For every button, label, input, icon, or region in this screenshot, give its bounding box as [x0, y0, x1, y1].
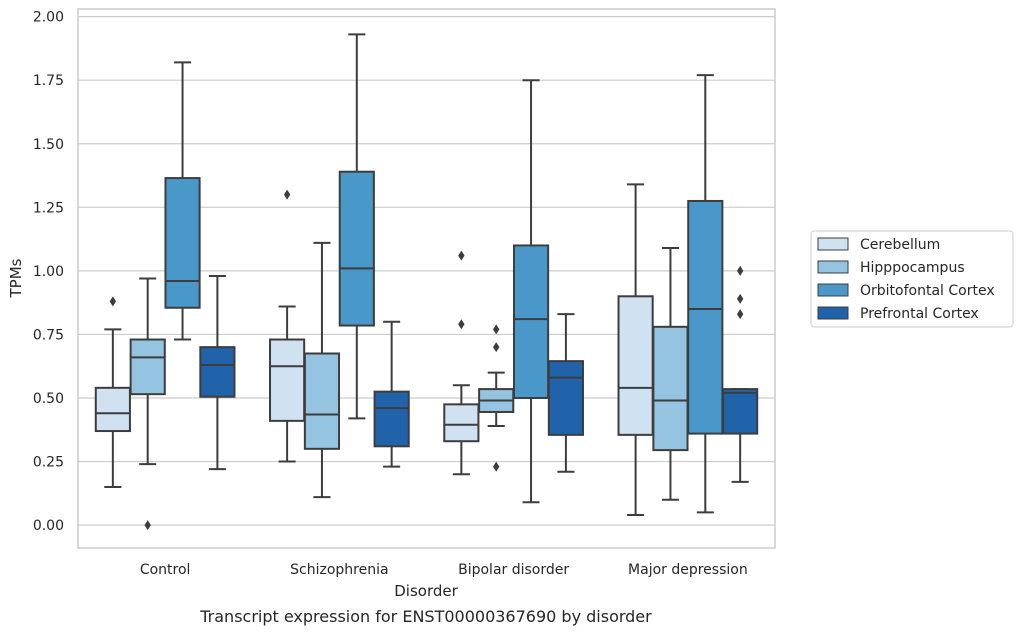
- outlier-point: [736, 293, 744, 304]
- box-orbitofontal-cortex: [164, 61, 201, 341]
- box-prefrontal-cortex: [373, 320, 410, 468]
- y-tick-label: 1.75: [33, 73, 64, 89]
- iqr-box: [373, 390, 410, 448]
- legend-swatch: [817, 283, 849, 297]
- y-tick-label: 1.00: [33, 264, 64, 280]
- legend-label: Hipppocampus: [860, 260, 965, 276]
- y-tick-label: 0.00: [33, 518, 64, 534]
- outlier-point: [736, 265, 744, 276]
- y-tick-labels: 0.00 0.25 0.50 0.75 1.00 1.25 1.50 1.75 2.00: [33, 10, 64, 534]
- box-cerebellum: [94, 296, 131, 488]
- outlier-point: [736, 309, 744, 320]
- outlier-point: [493, 461, 500, 472]
- iqr-box: [164, 177, 201, 309]
- iqr-box: [269, 338, 306, 422]
- iqr-box: [512, 244, 550, 399]
- chart-caption: Transcript expression for ENST0000036769…: [199, 607, 652, 626]
- outlier-point: [493, 342, 500, 353]
- plot-area-frame: [77, 8, 776, 549]
- iqr-box: [338, 170, 375, 327]
- legend-label: Prefrontal Cortex: [860, 306, 979, 322]
- iqr-box: [722, 388, 759, 435]
- legend-swatch: [817, 260, 849, 274]
- iqr-box: [94, 386, 131, 433]
- legend-swatch: [817, 237, 849, 251]
- iqr-box: [199, 346, 236, 398]
- legend-label: Orbitofontal Cortex: [860, 283, 995, 299]
- iqr-box: [617, 295, 654, 436]
- box-orbitofontal-cortex: [512, 79, 550, 504]
- outlier-point: [458, 319, 465, 330]
- iqr-box: [652, 325, 689, 452]
- box-hipppocampus: [652, 246, 689, 501]
- box-hipppocampus: [303, 241, 341, 499]
- y-tick-label: 0.50: [33, 391, 64, 407]
- box-cerebellum: [269, 189, 306, 463]
- box-hipppocampus: [478, 324, 515, 472]
- box-prefrontal-cortex: [722, 265, 759, 483]
- outlier-point: [493, 324, 500, 335]
- box-prefrontal-cortex: [199, 274, 236, 471]
- x-tick-label: Control: [140, 562, 191, 578]
- iqr-box: [687, 199, 724, 435]
- box-cerebellum: [617, 183, 654, 516]
- iqr-box: [129, 338, 166, 396]
- box-cerebellum: [443, 250, 480, 476]
- y-tick-label: 1.50: [33, 137, 64, 153]
- outlier-point: [283, 189, 291, 200]
- x-tick-label: Bipolar disorder: [458, 562, 569, 578]
- y-tick-label: 2.00: [33, 10, 64, 26]
- x-tick-label: Major depression: [628, 562, 748, 578]
- x-tick-label: Schizophrenia: [290, 562, 388, 578]
- iqr-box: [303, 352, 341, 450]
- y-tick-label: 0.75: [33, 327, 64, 343]
- y-tick-label: 0.25: [33, 455, 64, 471]
- box-prefrontal-cortex: [547, 313, 584, 473]
- y-axis-title: TPMs: [7, 258, 25, 298]
- x-axis-title: Disorder: [394, 582, 458, 600]
- box-plots: [94, 33, 759, 531]
- legend-label: Cerebellum: [860, 237, 940, 253]
- outlier-point: [458, 250, 465, 261]
- legend: Cerebellum Hipppocampus Orbitofontal Corte…: [810, 230, 1014, 328]
- iqr-box: [547, 360, 584, 436]
- iqr-box: [443, 403, 480, 443]
- outlier-point: [109, 296, 117, 307]
- outlier-point: [144, 520, 151, 531]
- legend-frame: [810, 230, 1014, 328]
- box-orbitofontal-cortex: [687, 74, 724, 514]
- y-tick-label: 1.25: [33, 200, 64, 216]
- x-tick-labels: Control Schizophrenia Bipolar disorder Majo…: [140, 562, 748, 578]
- box-orbitofontal-cortex: [338, 33, 375, 420]
- box-hipppocampus: [129, 277, 166, 531]
- legend-swatch: [817, 306, 849, 320]
